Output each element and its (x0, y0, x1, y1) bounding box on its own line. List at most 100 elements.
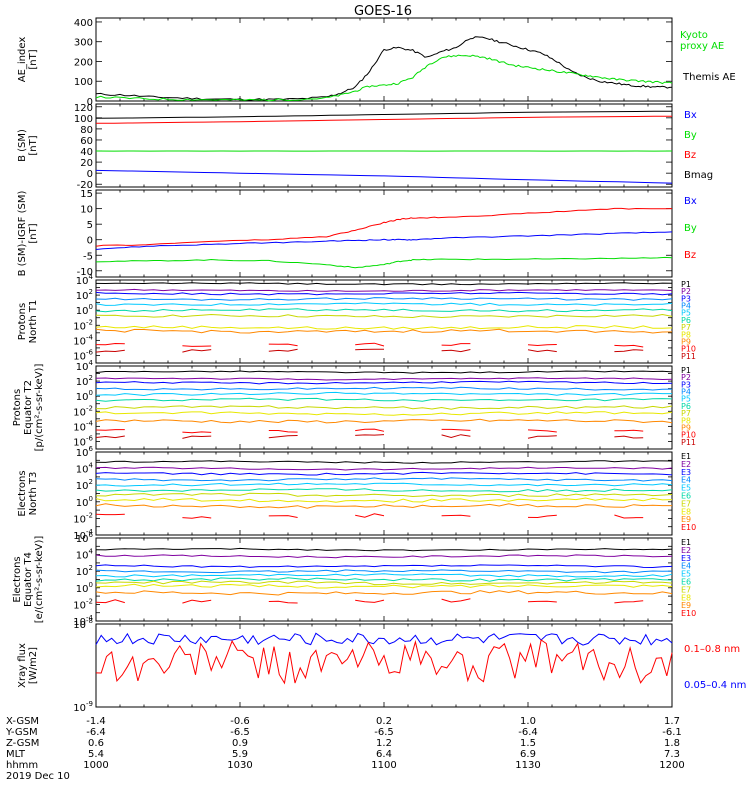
y-tick-label: 0 (87, 169, 93, 180)
pt1-trace-3 (95, 297, 673, 301)
pt1-trace-10 (614, 349, 644, 353)
y-tick-label: 100 (74, 77, 93, 88)
pt1-trace-9 (441, 343, 471, 346)
pt2-trace-10 (95, 435, 125, 439)
pt1-trace-9 (182, 345, 212, 347)
panel-xray-frame (95, 623, 673, 708)
et4-trace-9 (182, 599, 212, 604)
y-axis-label-line: North T3 (28, 472, 39, 516)
pt2-trace-5 (95, 397, 673, 402)
y-tick-label: 60 (80, 136, 93, 147)
y-axis-label-line: [p/(cm²-s-sr-keV)] (34, 364, 45, 452)
legend-bsm: Bx (684, 110, 697, 121)
panel-ae-frame (95, 17, 673, 102)
x-tick-value: 6.9 (520, 749, 536, 760)
y-tick-label: 0 (87, 97, 93, 108)
legend-pt2-P3: P3 (681, 380, 691, 389)
legend-pt2-P11: P11 (681, 438, 696, 447)
legend-pt1-P8: P8 (681, 330, 691, 339)
x-row-label-hhmm: hhmm (6, 760, 38, 771)
pt1-trace-5 (95, 308, 673, 313)
legend-pt2-P1: P1 (681, 366, 691, 375)
y-tick-label: 400 (74, 18, 93, 29)
legend-pt1-P9: P9 (681, 337, 691, 346)
y-axis-label-line: AE_index (17, 37, 28, 83)
y-axis-label-line: B (SM)-IGRF (SM) (17, 191, 28, 277)
x-row-label-y-gsm: Y-GSM (5, 727, 38, 738)
bigrf-series-2 (95, 207, 673, 247)
legend-et3-E10: E10 (681, 523, 696, 532)
pt2-trace-10 (527, 435, 557, 439)
y-tick-label: 10-2 (73, 404, 93, 418)
y-axis-label-line: [W/m2] (28, 647, 39, 684)
et4-trace-5 (95, 577, 673, 582)
x-tick-value: 7.3 (664, 749, 680, 760)
y-axis-label-line: Equator T2 (23, 380, 34, 435)
legend-et4-E2: E2 (681, 546, 691, 555)
y-axis-label-line: B (SM) (17, 129, 28, 162)
pt1-trace-10 (268, 348, 298, 352)
y-tick-label: 100 (76, 581, 93, 595)
pt1-trace-10 (95, 349, 125, 353)
legend-pt1-P6: P6 (681, 316, 691, 325)
legend-themis: Themis AE (682, 72, 736, 83)
y-tick-label: 10-4 (73, 419, 93, 433)
et4-trace-9 (441, 598, 471, 603)
et3-trace-9 (355, 513, 385, 518)
legend-et3-E8: E8 (681, 507, 691, 516)
et3-trace-8 (95, 503, 672, 509)
legend-bigrf: Bz (684, 250, 696, 261)
y-tick-label: 10-4 (73, 614, 93, 628)
y-tick-label: 102 (76, 288, 93, 302)
bigrf-series-0 (95, 231, 673, 250)
et4-trace-3 (95, 569, 673, 574)
legend-et3-E6: E6 (681, 492, 691, 501)
y-tick-label: 100 (76, 495, 93, 509)
y-tick-label: 80 (80, 125, 93, 136)
bigrf-series-1 (95, 256, 673, 269)
x-tick-value: 0.2 (376, 716, 392, 727)
y-tick-label: -10 (77, 267, 93, 278)
x-tick-value: -1.4 (86, 716, 106, 727)
et4-trace-9 (268, 600, 298, 604)
x-tick-value: -6.4 (86, 727, 106, 738)
pt2-trace-9 (355, 428, 385, 432)
legend-pt1-P5: P5 (681, 309, 691, 318)
legend-pt2-P10: P10 (681, 431, 696, 440)
pt1-trace-2 (95, 291, 673, 296)
pt2-trace-1 (95, 377, 673, 381)
panel-et3-ylabel: Electrons North T3 (17, 470, 39, 516)
legend-pt2-P9: P9 (681, 423, 691, 432)
et4-trace-4 (95, 573, 673, 578)
pt2-trace-10 (355, 434, 385, 436)
x-tick-value: 1200 (659, 760, 684, 771)
legend-et4-E4: E4 (681, 562, 691, 571)
y-tick-label: 104 (76, 462, 94, 476)
y-tick-label: 10-2 (73, 318, 93, 332)
pt1-trace-8 (95, 328, 673, 334)
x-tick-value: 1.5 (520, 738, 536, 749)
ae-series-1 (95, 54, 673, 102)
y-axis-label-line: North T1 (28, 300, 39, 344)
y-tick-label: -5 (83, 251, 93, 262)
y-tick-label: 10-2 (73, 511, 93, 525)
pt1-trace-9 (527, 344, 557, 347)
y-tick-label: 104 (76, 273, 94, 287)
pt2-trace-9 (527, 429, 557, 433)
pt2-trace-3 (95, 386, 673, 391)
y-tick-label: 10-2 (73, 597, 93, 611)
x-tick-value: -6.5 (374, 727, 394, 738)
et3-trace-4 (95, 482, 673, 487)
y-axis-label-line: Protons (12, 389, 23, 426)
pt1-trace-6 (95, 313, 673, 319)
y-tick-label: 10 (80, 205, 93, 216)
chart-title: GOES-16 (354, 4, 412, 19)
et4-trace-2 (95, 564, 673, 569)
y-axis-label-line: [e/(cm²-s-sr-keV)] (34, 536, 45, 624)
y-tick-label: 300 (74, 38, 93, 49)
x-tick-value: 1.0 (520, 716, 536, 727)
pt2-trace-4 (95, 391, 672, 397)
legend-xray-short: 0.05–0.4 nm (684, 680, 746, 691)
pt2-trace-6 (95, 405, 673, 410)
legend-pt1-P2: P2 (681, 287, 691, 296)
